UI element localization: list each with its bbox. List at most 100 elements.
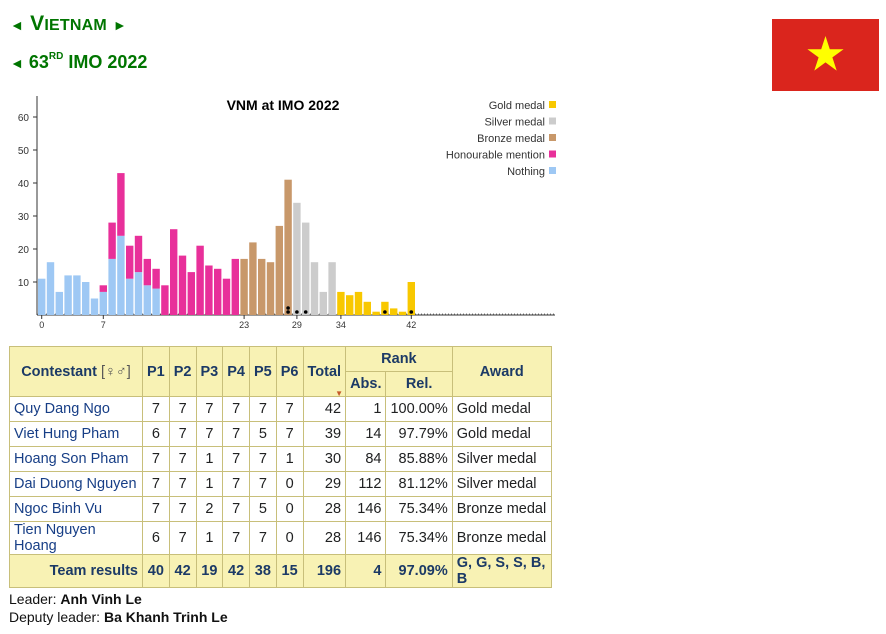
score-p3: 7 bbox=[195, 421, 224, 447]
team-total: 196 bbox=[302, 554, 347, 588]
award: Gold medal bbox=[451, 421, 552, 447]
score-p3: 2 bbox=[195, 496, 224, 522]
bar-honourable-mention bbox=[187, 272, 195, 315]
country-name[interactable]: VIETNAM bbox=[30, 12, 107, 35]
legend-label: Bronze medal bbox=[477, 133, 545, 145]
score-total: 42 bbox=[302, 396, 347, 422]
results-table: Contestant [♀♂] P1 P2 P3 P4 P5 P6 Total … bbox=[9, 346, 552, 588]
y-tick-label: 60 bbox=[18, 113, 30, 124]
rank-rel: 100.00% bbox=[385, 396, 453, 422]
score-p6: 7 bbox=[275, 421, 304, 447]
contestant-name-link[interactable]: Tien Nguyen Hoang bbox=[9, 521, 143, 555]
bar-nothing bbox=[73, 275, 81, 315]
score-total: 29 bbox=[302, 471, 347, 497]
prev-imo-arrow-icon[interactable]: ◄ bbox=[10, 55, 24, 71]
score-p6: 0 bbox=[275, 496, 304, 522]
imo-label[interactable]: IMO 2022 bbox=[68, 52, 148, 72]
legend-swatch bbox=[549, 117, 556, 125]
bar-gold-medal bbox=[354, 291, 363, 315]
bar-honourable-mention bbox=[161, 285, 169, 315]
bar-honourable-mention bbox=[205, 265, 213, 315]
prev-country-arrow-icon[interactable]: ◄ bbox=[10, 17, 25, 33]
score-p6: 7 bbox=[275, 396, 304, 422]
bar-silver-medal bbox=[328, 262, 336, 315]
score-p1: 6 bbox=[142, 421, 170, 447]
header-total[interactable]: Total ▼ bbox=[302, 346, 347, 398]
team-score-p3: 19 bbox=[195, 554, 224, 588]
team-rank-abs: 4 bbox=[345, 554, 387, 588]
next-country-arrow-icon[interactable]: ► bbox=[112, 17, 127, 33]
rank-rel: 97.79% bbox=[385, 421, 453, 447]
score-p3: 1 bbox=[195, 446, 224, 472]
bar-silver-medal bbox=[302, 222, 310, 315]
contestant-marker bbox=[295, 310, 299, 314]
imo-number[interactable]: 63 bbox=[28, 52, 49, 72]
team-results-label: Team results bbox=[9, 554, 143, 588]
contestant-name-link[interactable]: Quy Dang Ngo bbox=[9, 396, 143, 422]
bar-nothing bbox=[152, 288, 160, 315]
table-row: Viet Hung Pham 6 7 7 7 5 7 39 14 97.79% Gold medal bbox=[9, 421, 552, 447]
bar-honourable-mention bbox=[196, 245, 204, 315]
contestant-name-link[interactable]: Ngoc Binh Vu bbox=[9, 496, 143, 522]
score-p5: 7 bbox=[249, 396, 277, 422]
country-nav[interactable]: ◄ VIETNAM ► bbox=[10, 12, 127, 36]
score-p6: 1 bbox=[275, 446, 304, 472]
imo-nav[interactable]: ◄ 63RD IMO 2022 bbox=[10, 51, 148, 73]
contestant-name-link[interactable]: Dai Duong Nguyen bbox=[9, 471, 143, 497]
score-total: 30 bbox=[302, 446, 347, 472]
header-p3: P3 bbox=[195, 346, 224, 397]
score-p1: 7 bbox=[142, 496, 170, 522]
header-contestant: Contestant [♀♂] bbox=[9, 346, 143, 397]
team-score-p6: 15 bbox=[275, 554, 304, 588]
bar-silver-medal bbox=[319, 291, 327, 315]
bar-nothing bbox=[64, 275, 72, 315]
bar-nothing bbox=[90, 298, 99, 315]
bar-honourable-mention bbox=[152, 268, 160, 289]
chart-title: VNM at IMO 2022 bbox=[227, 97, 340, 113]
bar-nothing bbox=[117, 235, 125, 315]
bar-nothing bbox=[46, 262, 55, 315]
rank-abs: 14 bbox=[345, 421, 387, 447]
score-p1: 7 bbox=[142, 471, 170, 497]
contestant-name-link[interactable]: Hoang Son Pham bbox=[9, 446, 143, 472]
bar-nothing bbox=[55, 291, 63, 315]
team-leaders: Leader: Anh Vinh Le Deputy leader: Ba Kh… bbox=[9, 590, 228, 626]
legend-swatch bbox=[549, 134, 556, 141]
header-rank: Rank bbox=[345, 346, 453, 372]
x-tick-label: 23 bbox=[239, 320, 249, 330]
deputy-leader-name: Ba Khanh Trinh Le bbox=[103, 609, 228, 625]
bar-gold-medal bbox=[346, 295, 354, 315]
bar-honourable-mention bbox=[143, 258, 151, 286]
bar-gold-medal bbox=[398, 311, 407, 315]
bar-bronze-medal bbox=[249, 242, 257, 315]
bar-honourable-mention bbox=[99, 285, 107, 292]
score-p2: 7 bbox=[168, 421, 197, 447]
bar-gold-medal bbox=[390, 308, 398, 315]
score-p6: 0 bbox=[275, 471, 304, 497]
rank-rel: 85.88% bbox=[385, 446, 453, 472]
rank-abs: 146 bbox=[345, 496, 387, 522]
header-p2: P2 bbox=[168, 346, 197, 397]
bar-silver-medal bbox=[293, 202, 301, 315]
legend-swatch bbox=[549, 150, 556, 158]
bar-nothing bbox=[126, 278, 134, 315]
bar-silver-medal bbox=[310, 262, 319, 315]
rank-rel: 75.34% bbox=[385, 496, 453, 522]
header-p4: P4 bbox=[222, 346, 250, 397]
leader-line: Leader: Anh Vinh Le bbox=[9, 591, 142, 607]
bar-gold-medal bbox=[363, 301, 371, 315]
score-p3: 1 bbox=[195, 521, 224, 555]
contestant-name-link[interactable]: Viet Hung Pham bbox=[9, 421, 143, 447]
contestant-marker bbox=[286, 310, 290, 314]
legend-swatch bbox=[549, 101, 556, 108]
score-distribution-chart: 10 20 30 40 50 60 0 7 23 29 34 42 VNM at IMO 2022 Gol… bbox=[18, 96, 556, 330]
x-tick-label: 29 bbox=[292, 320, 302, 330]
bar-nothing bbox=[99, 291, 107, 315]
gender-icon[interactable]: [♀♂] bbox=[100, 363, 131, 380]
contestant-marker bbox=[409, 310, 414, 314]
bar-honourable-mention bbox=[231, 258, 239, 315]
score-p1: 6 bbox=[142, 521, 170, 555]
score-p4: 7 bbox=[222, 521, 250, 555]
bar-honourable-mention bbox=[117, 173, 125, 236]
legend-label: Nothing bbox=[507, 166, 545, 178]
